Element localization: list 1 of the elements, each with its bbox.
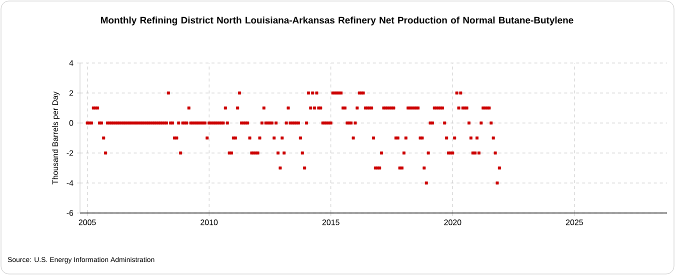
chart-title: Monthly Refining District North Louisiana-Arkansas Refinery Net Production of Normal Butane-Butylene <box>101 16 574 26</box>
